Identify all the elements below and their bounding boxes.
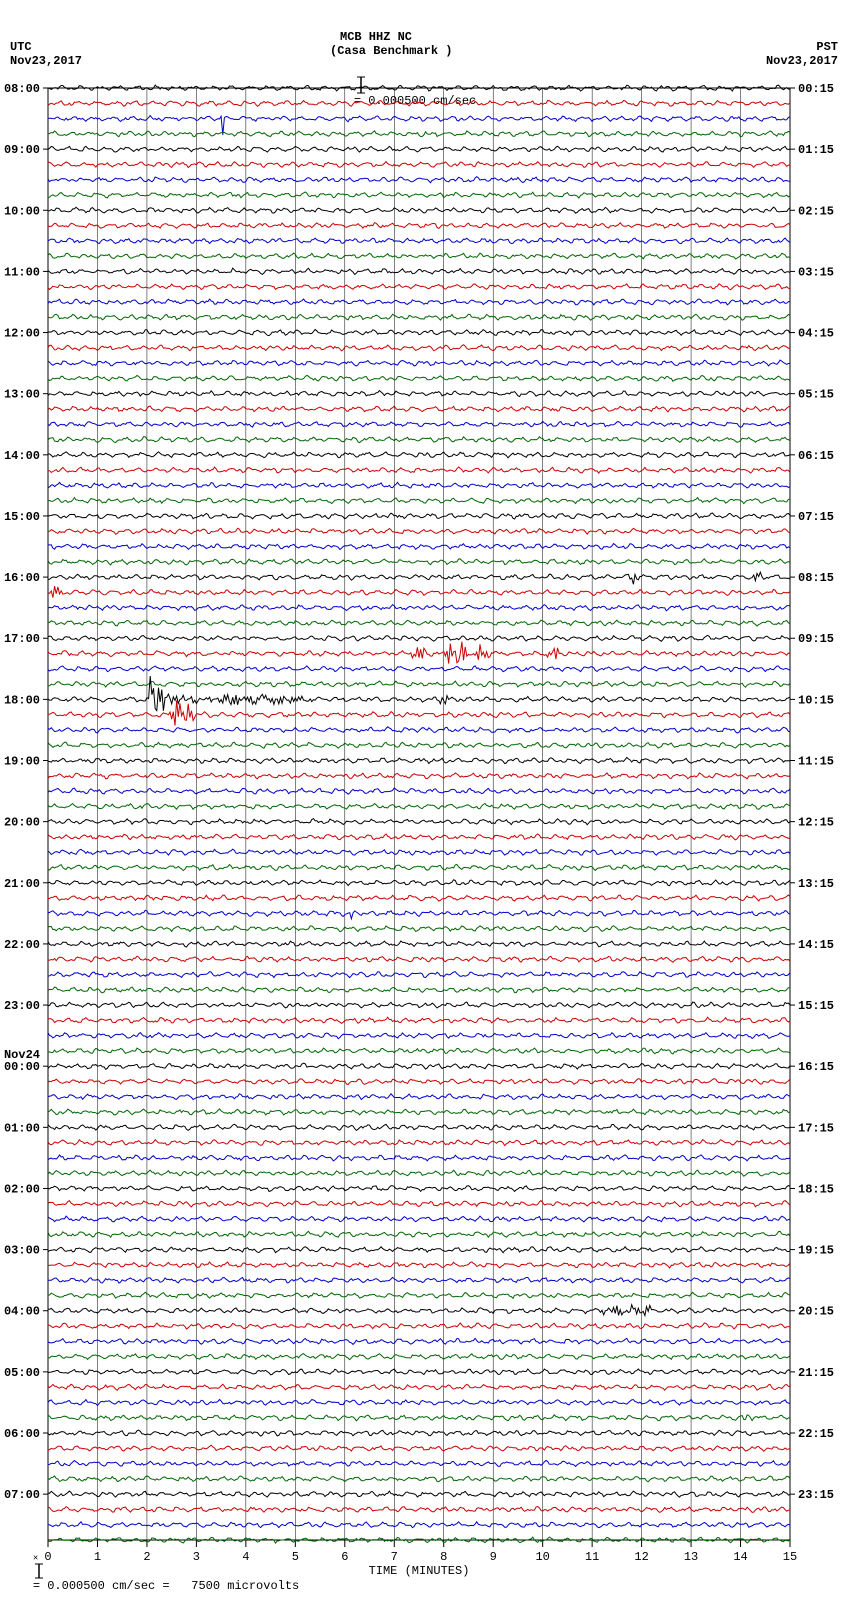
svg-text:14:15: 14:15: [798, 938, 834, 952]
svg-text:03:00: 03:00: [4, 1244, 40, 1258]
svg-text:00:00: 00:00: [4, 1060, 40, 1074]
seismogram-plot: 0123456789101112131415TIME (MINUTES)08:0…: [0, 0, 850, 1613]
svg-text:17:15: 17:15: [798, 1121, 834, 1135]
svg-text:14: 14: [733, 1550, 747, 1564]
svg-text:08:00: 08:00: [4, 82, 40, 96]
svg-text:23:00: 23:00: [4, 999, 40, 1013]
svg-text:05:00: 05:00: [4, 1366, 40, 1380]
svg-text:20:15: 20:15: [798, 1305, 834, 1319]
svg-text:07:15: 07:15: [798, 510, 834, 524]
svg-text:20:00: 20:00: [4, 816, 40, 830]
svg-text:18:00: 18:00: [4, 693, 40, 707]
svg-text:00:15: 00:15: [798, 82, 834, 96]
svg-text:08:15: 08:15: [798, 571, 834, 585]
svg-text:10: 10: [535, 1550, 549, 1564]
svg-text:6: 6: [341, 1550, 348, 1564]
svg-text:03:15: 03:15: [798, 265, 834, 279]
svg-text:01:00: 01:00: [4, 1121, 40, 1135]
seismogram-container: MCB HHZ NC (Casa Benchmark ) = 0.000500 …: [0, 0, 850, 1613]
svg-text:02:15: 02:15: [798, 204, 834, 218]
svg-text:21:15: 21:15: [798, 1366, 834, 1380]
svg-text:TIME (MINUTES): TIME (MINUTES): [369, 1564, 470, 1578]
svg-text:14:00: 14:00: [4, 449, 40, 463]
svg-text:17:00: 17:00: [4, 632, 40, 646]
svg-text:19:15: 19:15: [798, 1244, 834, 1258]
svg-text:7: 7: [391, 1550, 398, 1564]
svg-text:05:15: 05:15: [798, 388, 834, 402]
svg-text:19:00: 19:00: [4, 755, 40, 769]
svg-text:09:00: 09:00: [4, 143, 40, 157]
svg-text:21:00: 21:00: [4, 877, 40, 891]
svg-text:11:00: 11:00: [4, 265, 40, 279]
svg-text:11:15: 11:15: [798, 755, 834, 769]
svg-text:10:15: 10:15: [798, 693, 834, 707]
svg-text:15:00: 15:00: [4, 510, 40, 524]
footer-scale: × = 0.000500 cm/sec = 7500 microvolts: [4, 1533, 299, 1607]
svg-text:15: 15: [783, 1550, 797, 1564]
svg-text:13: 13: [684, 1550, 698, 1564]
svg-text:02:00: 02:00: [4, 1182, 40, 1196]
footer-scale-text: = 0.000500 cm/sec = 7500 microvolts: [33, 1579, 299, 1593]
svg-text:18:15: 18:15: [798, 1182, 834, 1196]
svg-text:12:00: 12:00: [4, 327, 40, 341]
svg-text:13:00: 13:00: [4, 388, 40, 402]
svg-text:06:15: 06:15: [798, 449, 834, 463]
svg-text:16:00: 16:00: [4, 571, 40, 585]
svg-text:22:15: 22:15: [798, 1427, 834, 1441]
svg-text:04:15: 04:15: [798, 327, 834, 341]
svg-text:12:15: 12:15: [798, 816, 834, 830]
svg-text:06:00: 06:00: [4, 1427, 40, 1441]
svg-text:10:00: 10:00: [4, 204, 40, 218]
svg-text:8: 8: [440, 1550, 447, 1564]
svg-text:12: 12: [634, 1550, 648, 1564]
svg-text:01:15: 01:15: [798, 143, 834, 157]
svg-text:11: 11: [585, 1550, 599, 1564]
svg-text:04:00: 04:00: [4, 1305, 40, 1319]
svg-text:07:00: 07:00: [4, 1488, 40, 1502]
svg-text:13:15: 13:15: [798, 877, 834, 891]
svg-text:15:15: 15:15: [798, 999, 834, 1013]
svg-text:9: 9: [490, 1550, 497, 1564]
svg-text:23:15: 23:15: [798, 1488, 834, 1502]
svg-text:16:15: 16:15: [798, 1060, 834, 1074]
svg-text:22:00: 22:00: [4, 938, 40, 952]
svg-text:09:15: 09:15: [798, 632, 834, 646]
